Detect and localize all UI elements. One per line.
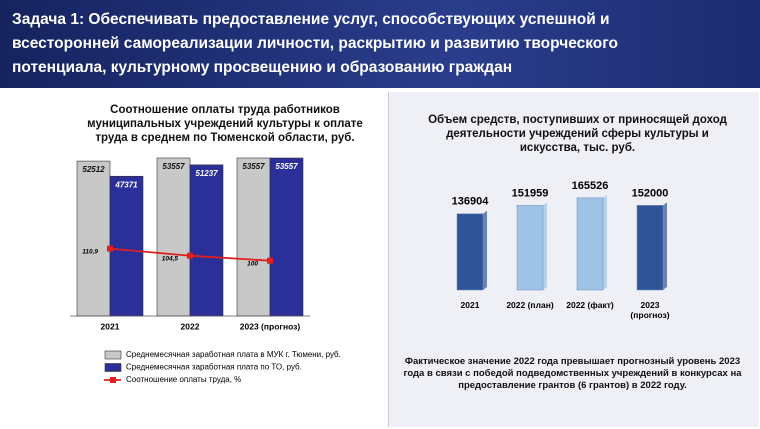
right-panel xyxy=(388,92,759,427)
line-marker xyxy=(107,245,113,252)
legend-swatch xyxy=(104,350,122,360)
data-label: 47371 xyxy=(114,180,138,189)
data-label: 151959 xyxy=(512,187,549,199)
data-label: 53557 xyxy=(162,162,185,171)
header: Задача 1: Обеспечивать предоставление ус… xyxy=(0,0,760,88)
note: Фактическое значение 2022 года превышает… xyxy=(403,356,742,391)
bar xyxy=(236,157,271,317)
chart-title: Объем средств, поступивших от приносящей… xyxy=(428,114,727,154)
bar xyxy=(456,213,484,291)
legend-label: Соотношение оплаты труда, % xyxy=(126,375,241,384)
x-tick-label: 2021 xyxy=(460,300,480,310)
bar xyxy=(76,160,111,317)
legend-label: Среднемесячная заработная плата в МУК г.… xyxy=(126,350,341,359)
x-tick-label: 2022 (план) xyxy=(506,300,554,310)
data-label: 136904 xyxy=(452,196,490,208)
data-label: 110,9 xyxy=(82,248,98,255)
x-tick-label: 2023 (прогноз) xyxy=(240,321,301,331)
legend-label: Среднемесячная заработная плата по ТО, р… xyxy=(126,363,302,372)
bar xyxy=(189,164,224,317)
bar-side xyxy=(603,194,607,290)
bar-side xyxy=(663,202,667,290)
bar xyxy=(156,157,191,317)
x-tick-label: 2022 xyxy=(181,321,200,331)
data-label: 53557 xyxy=(275,162,298,171)
line-marker xyxy=(267,257,273,264)
data-label: 52512 xyxy=(82,165,105,174)
bar xyxy=(516,205,544,291)
legend-swatch xyxy=(110,377,116,383)
data-label: 165526 xyxy=(572,180,609,192)
bar xyxy=(109,175,144,317)
legend-swatch xyxy=(104,363,122,372)
x-tick-label: 2022 (факт) xyxy=(566,300,614,310)
data-label: 104,5 xyxy=(162,255,179,262)
header-title: Задача 1: Обеспечивать предоставление ус… xyxy=(12,11,618,76)
x-tick-label: 2021 xyxy=(101,321,120,331)
bar xyxy=(576,197,604,291)
bar xyxy=(636,205,664,291)
data-label: 51237 xyxy=(195,169,218,178)
bar-side xyxy=(483,210,487,290)
data-label: 100 xyxy=(247,260,258,267)
bar xyxy=(269,157,304,317)
bar-side xyxy=(543,202,547,290)
data-label: 152000 xyxy=(632,187,669,199)
x-tick-label: 2023 (прогноз) xyxy=(630,300,670,320)
chart-title: Соотношение оплаты труда работников муни… xyxy=(87,104,363,144)
data-label: 53557 xyxy=(242,162,265,171)
line-marker xyxy=(187,252,193,259)
